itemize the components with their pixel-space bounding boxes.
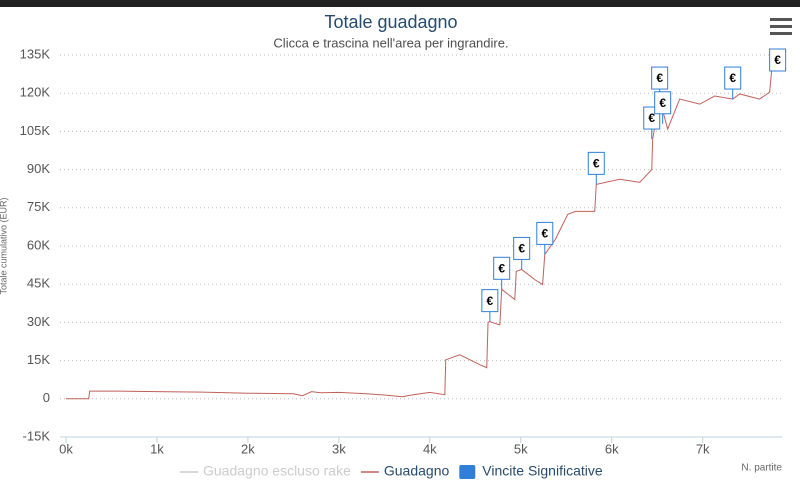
legend-swatch xyxy=(459,465,476,479)
flag: € xyxy=(769,48,787,72)
flag-marker xyxy=(493,256,511,280)
flag-label: € xyxy=(774,53,781,67)
y-tick-label: 135K xyxy=(20,46,51,61)
x-tick-label: 2k xyxy=(241,441,255,456)
x-tick-label: 7k xyxy=(696,441,710,456)
flag-label: € xyxy=(648,111,655,125)
flag-marker xyxy=(769,48,787,72)
x-axis-label: N. partite xyxy=(741,463,782,474)
y-tick-label: 105K xyxy=(20,123,51,138)
chart-title: Totale guadagno xyxy=(324,12,457,32)
chart-subtitle: Clicca e trascina nell'area per ingrandi… xyxy=(273,35,508,50)
menu-bar xyxy=(770,32,792,35)
legend-item[interactable]: Guadagno escluso rake xyxy=(180,463,351,479)
y-tick-label: 120K xyxy=(20,85,51,100)
flag-label: € xyxy=(487,294,494,308)
flag: € xyxy=(513,236,531,270)
series-line xyxy=(66,58,779,400)
x-tick-label: 3k xyxy=(332,441,346,456)
menu-button[interactable] xyxy=(770,18,792,35)
flag-label: € xyxy=(656,71,663,85)
y-tick-label: 90K xyxy=(27,161,50,176)
x-tick-label: 1k xyxy=(150,441,164,456)
flag-marker xyxy=(513,236,531,260)
flag-marker xyxy=(651,66,669,90)
flag-label: € xyxy=(729,71,736,85)
flag-marker xyxy=(587,151,605,175)
y-tick-label: 60K xyxy=(27,237,50,252)
flag-marker xyxy=(724,66,742,90)
menu-bar xyxy=(770,25,792,28)
x-tick-label: 5k xyxy=(514,441,528,456)
flag-label: € xyxy=(498,261,505,275)
y-tick-label: 15K xyxy=(27,352,50,367)
legend-label: Guadagno xyxy=(384,463,450,479)
flag-marker xyxy=(536,221,554,245)
legend-label: Vincite Significative xyxy=(482,463,603,479)
flag-label: € xyxy=(659,96,666,110)
y-tick-label: -15K xyxy=(23,428,51,443)
legend-item[interactable]: Guadagno xyxy=(360,463,450,479)
flag: € xyxy=(536,221,554,255)
flag: € xyxy=(493,256,511,290)
flag: € xyxy=(651,66,669,100)
legend-item[interactable]: Vincite Significative xyxy=(459,463,603,479)
flag-marker xyxy=(481,289,499,313)
flag-marker xyxy=(654,91,672,115)
x-tick-label: 6k xyxy=(605,441,619,456)
flag-label: € xyxy=(518,242,525,256)
y-tick-label: 75K xyxy=(27,199,50,214)
legend-label: Guadagno escluso rake xyxy=(203,463,351,479)
flag: € xyxy=(481,289,499,322)
y-tick-label: 45K xyxy=(27,276,50,291)
y-axis-label: Totale cumulativo (EUR) xyxy=(0,197,8,294)
y-tick-label: 30K xyxy=(27,314,50,329)
flag: € xyxy=(587,151,605,185)
flag-label: € xyxy=(593,157,600,171)
flag-label: € xyxy=(541,227,548,241)
flag: € xyxy=(654,91,672,124)
x-tick-label: 4k xyxy=(423,441,437,456)
top-bar xyxy=(0,0,800,7)
flag: € xyxy=(724,66,742,100)
menu-bar xyxy=(770,18,792,21)
y-tick-label: 0 xyxy=(43,390,50,405)
x-tick-label: 0k xyxy=(59,441,73,456)
